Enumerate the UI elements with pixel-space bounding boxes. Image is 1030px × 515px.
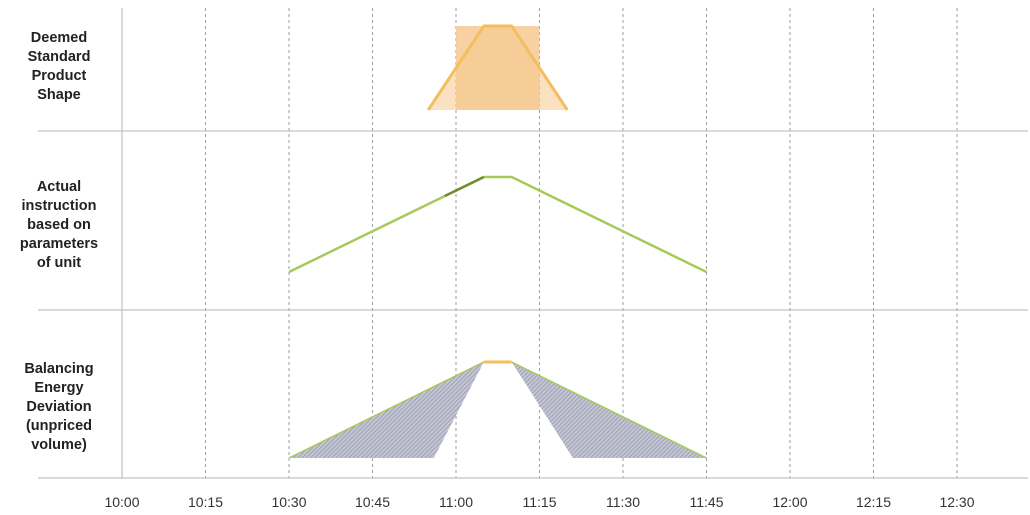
deemed-shape-panel — [426, 24, 569, 111]
row-label-line: (unpriced — [25, 418, 93, 434]
row-label-line: Product — [31, 68, 87, 84]
actual-instruction-line — [288, 175, 708, 274]
deemed-shape-fill — [428, 26, 568, 110]
time-axis-ticks: 10:00 10:15 10:30 10:45 11:00 11:15 11:30 11:45… — [104, 494, 974, 510]
row-label-line: Deviation — [26, 399, 92, 415]
row-label-line: of unit — [36, 255, 82, 271]
row-label-actual: Actual instruction based on parameters o… — [0, 178, 118, 273]
row-label-deemed: Deemed Standard Product Shape — [0, 29, 118, 105]
actual-instruction-panel — [288, 175, 708, 274]
row-label-line: Standard — [27, 49, 91, 65]
row-label-line: volume) — [31, 437, 87, 453]
tick-label: 12:15 — [856, 494, 891, 510]
row-label-line: Shape — [37, 87, 81, 103]
tick-label: 12:00 — [772, 494, 807, 510]
row-label-line: parameters — [19, 236, 99, 252]
tick-label: 11:45 — [690, 494, 724, 510]
deviation-right-edge — [511, 361, 707, 459]
row-dividers — [38, 8, 1028, 479]
deviation-panel — [288, 360, 707, 459]
actual-instruction-highlight — [444, 175, 485, 198]
deviation-left-edge — [288, 361, 485, 459]
row-label-line: instruction — [21, 198, 97, 214]
deemed-shape-line — [426, 24, 569, 111]
tick-label: 10:15 — [188, 494, 223, 510]
row-label-line: Deemed — [30, 30, 88, 46]
tick-label: 10:45 — [355, 494, 390, 510]
tick-label: 10:30 — [271, 494, 306, 510]
tick-label: 11:00 — [439, 494, 473, 510]
tick-label: 12:30 — [939, 494, 974, 510]
row-label-line: Energy — [34, 380, 84, 396]
tick-label: 11:15 — [523, 494, 557, 510]
row-label-deviation: Balancing Energy Deviation (unpriced vol… — [0, 360, 118, 455]
row-label-line: based on — [27, 217, 91, 233]
row-label-line: Balancing — [24, 361, 94, 377]
tick-label: 11:30 — [606, 494, 640, 510]
row-label-line: Actual — [36, 179, 82, 195]
tick-label: 10:00 — [104, 494, 139, 510]
